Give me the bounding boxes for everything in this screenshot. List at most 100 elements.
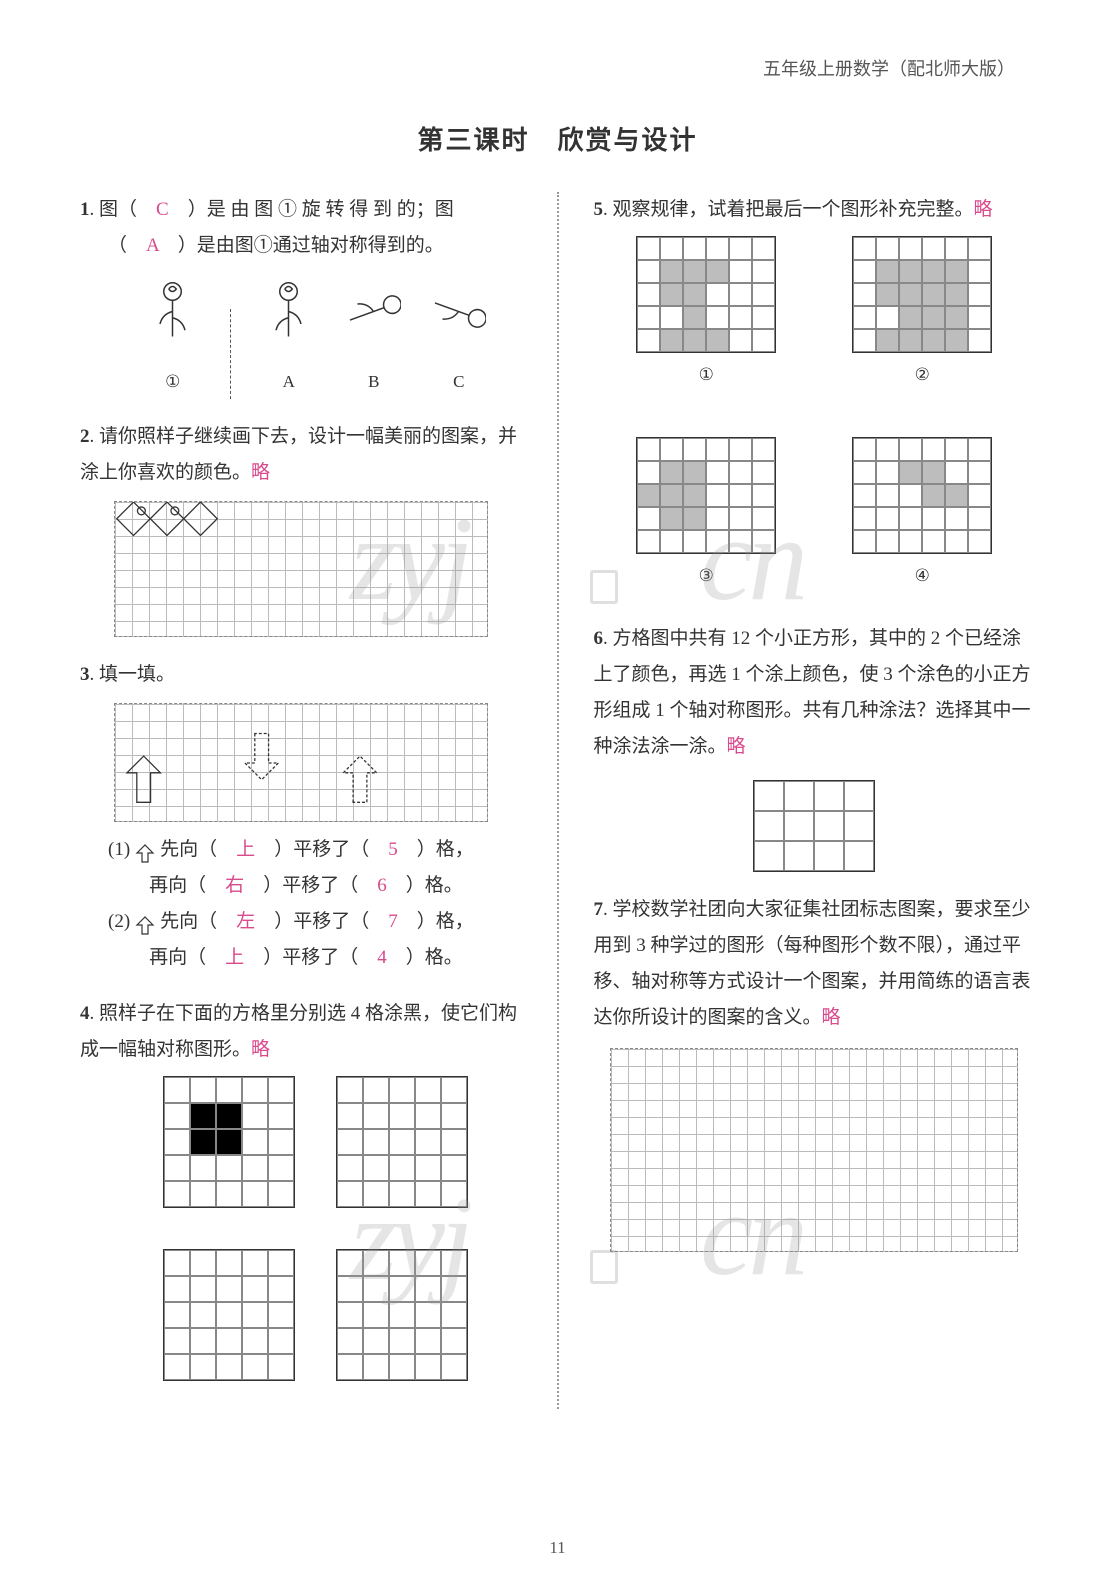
grid-cell <box>242 1250 268 1276</box>
question-1: 1. 图（ C ）是 由 图 ① 旋 转 得 到 的；图 （ A ）是由图①通过… <box>80 192 522 399</box>
grid-cell <box>706 329 729 352</box>
grid-cell <box>784 781 814 811</box>
grid-cell <box>922 283 945 306</box>
grid-cell <box>164 1077 190 1103</box>
question-7: 7. 学校数学社团向大家征集社团标志图案，要求至少用到 3 种学过的图形（每种图… <box>594 892 1036 1252</box>
grid-cell <box>268 1155 294 1181</box>
grid-cell <box>922 237 945 260</box>
grid-cell <box>968 461 991 484</box>
q3-number: 3 <box>80 664 90 685</box>
grid-cell <box>415 1328 441 1354</box>
q5-grid: ② <box>852 236 992 391</box>
grid-cell <box>337 1129 363 1155</box>
grid-cell <box>363 1077 389 1103</box>
q3-p1-t3: ）格， <box>398 839 474 860</box>
grid-cell <box>389 1129 415 1155</box>
grid-cell <box>683 260 706 283</box>
grid-cell <box>415 1276 441 1302</box>
grid-cell <box>389 1077 415 1103</box>
q3-p1-n2: 6 <box>377 875 387 896</box>
grid-cell <box>876 329 899 352</box>
q1-text-pre: . 图（ <box>90 199 157 220</box>
q2-answer: 略 <box>251 462 270 483</box>
grid-cell <box>268 1250 294 1276</box>
grid-cell <box>683 306 706 329</box>
left-column: 1. 图（ C ）是 由 图 ① 旋 转 得 到 的；图 （ A ）是由图①通过… <box>80 192 522 1409</box>
grid-cell <box>876 530 899 553</box>
grid-cell <box>899 484 922 507</box>
grid-cell <box>216 1302 242 1328</box>
grid-cell <box>268 1129 294 1155</box>
grid-cell <box>706 306 729 329</box>
grid-cell <box>752 438 775 461</box>
grid-cell <box>752 329 775 352</box>
grid-cell <box>814 781 844 811</box>
grid-cell <box>337 1354 363 1380</box>
grid-cell <box>752 461 775 484</box>
grid-cell <box>754 811 784 841</box>
q2-pattern <box>115 502 487 636</box>
grid-cell <box>216 1129 242 1155</box>
grid-cell <box>706 484 729 507</box>
grid-cell <box>899 283 922 306</box>
grid-cell <box>441 1328 467 1354</box>
grid-cell <box>899 461 922 484</box>
rose-label-C: C <box>431 366 486 398</box>
grid-cell <box>216 1155 242 1181</box>
grid-cell <box>637 237 660 260</box>
grid-cell <box>363 1328 389 1354</box>
grid-cell <box>945 438 968 461</box>
grid-cell <box>899 329 922 352</box>
grid-cell <box>337 1250 363 1276</box>
rose-dash-line <box>230 309 231 399</box>
grid-cell <box>415 1129 441 1155</box>
grid-cell <box>945 461 968 484</box>
q5-grid: ③ <box>636 437 776 592</box>
grid-cell <box>637 283 660 306</box>
grid-cell <box>683 283 706 306</box>
grid-cell <box>337 1103 363 1129</box>
grid-cell <box>968 329 991 352</box>
grid-cell <box>844 841 874 871</box>
grid-cell <box>660 283 683 306</box>
q4-answer: 略 <box>251 1039 270 1060</box>
page-number: 11 <box>549 1538 565 1558</box>
grid-cell <box>853 283 876 306</box>
grid-cell <box>389 1103 415 1129</box>
grid-cell <box>216 1103 242 1129</box>
grid-cell <box>415 1077 441 1103</box>
grid-cell <box>729 438 752 461</box>
grid-cell <box>876 306 899 329</box>
q5-grid-label: ④ <box>915 560 930 592</box>
q3-p2-t4: 再向（ <box>149 947 225 968</box>
grid-cell <box>268 1077 294 1103</box>
grid-cell <box>637 507 660 530</box>
grid-cell <box>415 1250 441 1276</box>
q5-grid-label: ① <box>699 359 714 391</box>
grid-cell <box>363 1302 389 1328</box>
grid-cell <box>706 237 729 260</box>
grid-cell <box>415 1354 441 1380</box>
grid-cell <box>876 260 899 283</box>
q3-p1-t4: 再向（ <box>149 875 225 896</box>
grid-cell <box>164 1155 190 1181</box>
grid-cell <box>660 438 683 461</box>
right-column: 5. 观察规律，试着把最后一个图形补充完整。略 ①②③④ 6. 方格图中共有 1… <box>594 192 1036 1409</box>
q2-text: . 请你照样子继续画下去，设计一幅美丽的图案，并涂上你喜欢的颜色。 <box>80 426 517 483</box>
q3-part2: (2)先向（ 左 ）平移了（ 7 ）格， (2)⬆再向（ 上 ）平移了（ 4 ）… <box>80 904 522 976</box>
grid-cell <box>268 1328 294 1354</box>
q5-grid: ① <box>636 236 776 391</box>
q1-text-mid: ）是 由 图 ① 旋 转 得 到 的；图 <box>169 199 454 220</box>
grid-cell <box>876 461 899 484</box>
question-6: 6. 方格图中共有 12 个小正方形，其中的 2 个已经涂上了颜色，再选 1 个… <box>594 621 1036 872</box>
grid-cell <box>784 841 814 871</box>
grid-cell <box>683 329 706 352</box>
grid-cell <box>441 1302 467 1328</box>
grid-cell <box>441 1077 467 1103</box>
q4-grid <box>336 1076 468 1208</box>
grid-cell <box>337 1302 363 1328</box>
grid-cell <box>922 438 945 461</box>
grid-cell <box>363 1250 389 1276</box>
grid-cell <box>164 1302 190 1328</box>
grid-cell <box>706 461 729 484</box>
